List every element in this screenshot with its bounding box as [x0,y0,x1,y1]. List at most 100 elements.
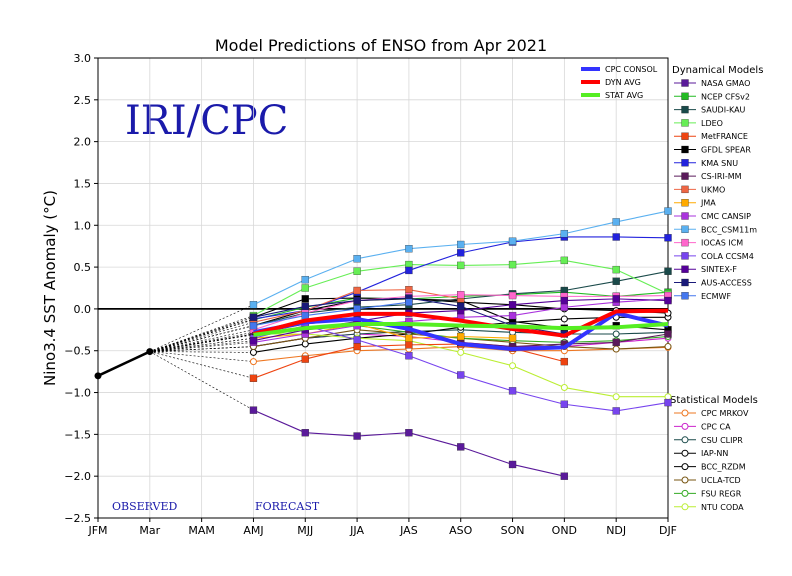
data-point [405,341,413,349]
statistical-legend-header: Statistical Models [670,395,758,406]
data-point [612,407,620,415]
data-point [612,265,620,274]
legend-marker [681,489,689,497]
x-tick-label: MJJ [297,524,313,537]
forecast-link [149,337,254,352]
legend-label: BCC_CSM11m [701,225,757,234]
y-tick-label: 2.0 [74,136,92,149]
y-tick-label: 1.0 [74,219,92,232]
data-point [612,218,620,226]
data-point [353,286,361,295]
legend-label: CPC CA [701,422,731,431]
legend-label: NASA GMAO [701,79,750,88]
iri-cpc-logo: IRI/CPC [125,98,288,144]
series [94,207,672,480]
series-line [253,301,409,327]
plot-frame [97,57,669,519]
data-point [301,284,309,292]
legend-label: UKMO [701,185,725,194]
legend-label: GFDL SPEAR [701,146,751,155]
forecast-link [149,340,254,352]
y-axis-label: Nino3.4 SST Anomaly (°C) [41,190,59,386]
data-point [457,249,465,257]
data-point [457,261,465,270]
data-point [560,384,568,392]
data-point [405,429,413,437]
data-point [612,338,620,347]
legend-label: CPC CONSOL [605,65,658,74]
data-point [249,337,258,345]
data-point [405,334,413,342]
forecast-label: FORECAST [255,500,320,513]
y-tick-label: 1.5 [74,177,92,190]
data-point [612,393,620,401]
x-tick-label: JAS [399,524,418,537]
data-point [353,432,361,440]
data-point [612,345,620,353]
legend-label: LDEO [701,119,723,128]
observed-label: OBSERVED [112,500,178,513]
legend-label: MetFRANCE [701,132,748,141]
data-point [301,302,309,311]
data-point [509,362,517,370]
y-tick-label: −1.5 [64,428,91,441]
legend-marker [681,119,689,127]
data-point [457,443,465,451]
y-tick-label: −2.5 [64,512,91,525]
data-point [508,334,517,342]
legend-label: CS-IRI-MM [701,172,742,181]
series-line [253,321,669,337]
data-point [560,315,568,323]
legend-label: CSU CLIPR [701,436,743,445]
data-point [457,291,465,299]
data-point [405,298,413,306]
legend-label: UCLA-TCD [701,476,741,485]
data-point [301,311,309,320]
data-point [560,400,569,408]
data-point [301,340,309,348]
dynamical-legend-header: Dynamical Models [672,65,763,76]
x-tick-label: JFM [87,524,107,537]
legend-label: JMA [700,199,716,208]
forecast-link [149,304,254,352]
forecast-link [149,351,254,379]
data-point [560,357,569,366]
data-point [353,305,361,313]
data-point [353,267,361,275]
data-point [353,336,361,344]
data-point [508,260,517,269]
data-point [612,233,620,241]
legend-marker [681,449,689,457]
observed-line [97,350,151,377]
legend-marker [681,265,689,273]
data-point [560,303,569,311]
y-tick-label: −0.5 [64,345,91,358]
legend-label: DYN AVG [605,78,641,87]
data-point [664,234,672,242]
data-point [612,277,620,285]
observed-point [146,348,154,356]
legend-label: STAT AVG [605,91,643,100]
data-point [508,237,517,245]
legend-marker [681,79,689,87]
forecast-link [149,346,254,352]
axes: 3.0 2.5 2.0 1.5 1.0 0.5 0.0 −0.5 −1.0 −1.5 −2.0 −2.… [41,52,677,537]
forecast-link [149,329,254,352]
observed-point [94,372,102,380]
forecast-link [149,334,254,352]
legend-label: NTU CODA [701,503,744,512]
legend-label: COLA CCSM4 [701,252,754,261]
data-point [664,343,672,351]
x-tick-label: SON [501,524,525,537]
legend-marker [681,199,689,207]
y-tick-label: 3.0 [74,52,92,65]
legend-marker [681,92,689,100]
y-tick-label: −2.0 [64,470,91,483]
data-point [508,291,517,300]
legend-marker [681,252,689,260]
legend-label: ECMWF [701,292,731,301]
data-point [457,348,465,356]
legend-label: IAP-NN [701,449,728,458]
forecast-link [149,351,254,362]
